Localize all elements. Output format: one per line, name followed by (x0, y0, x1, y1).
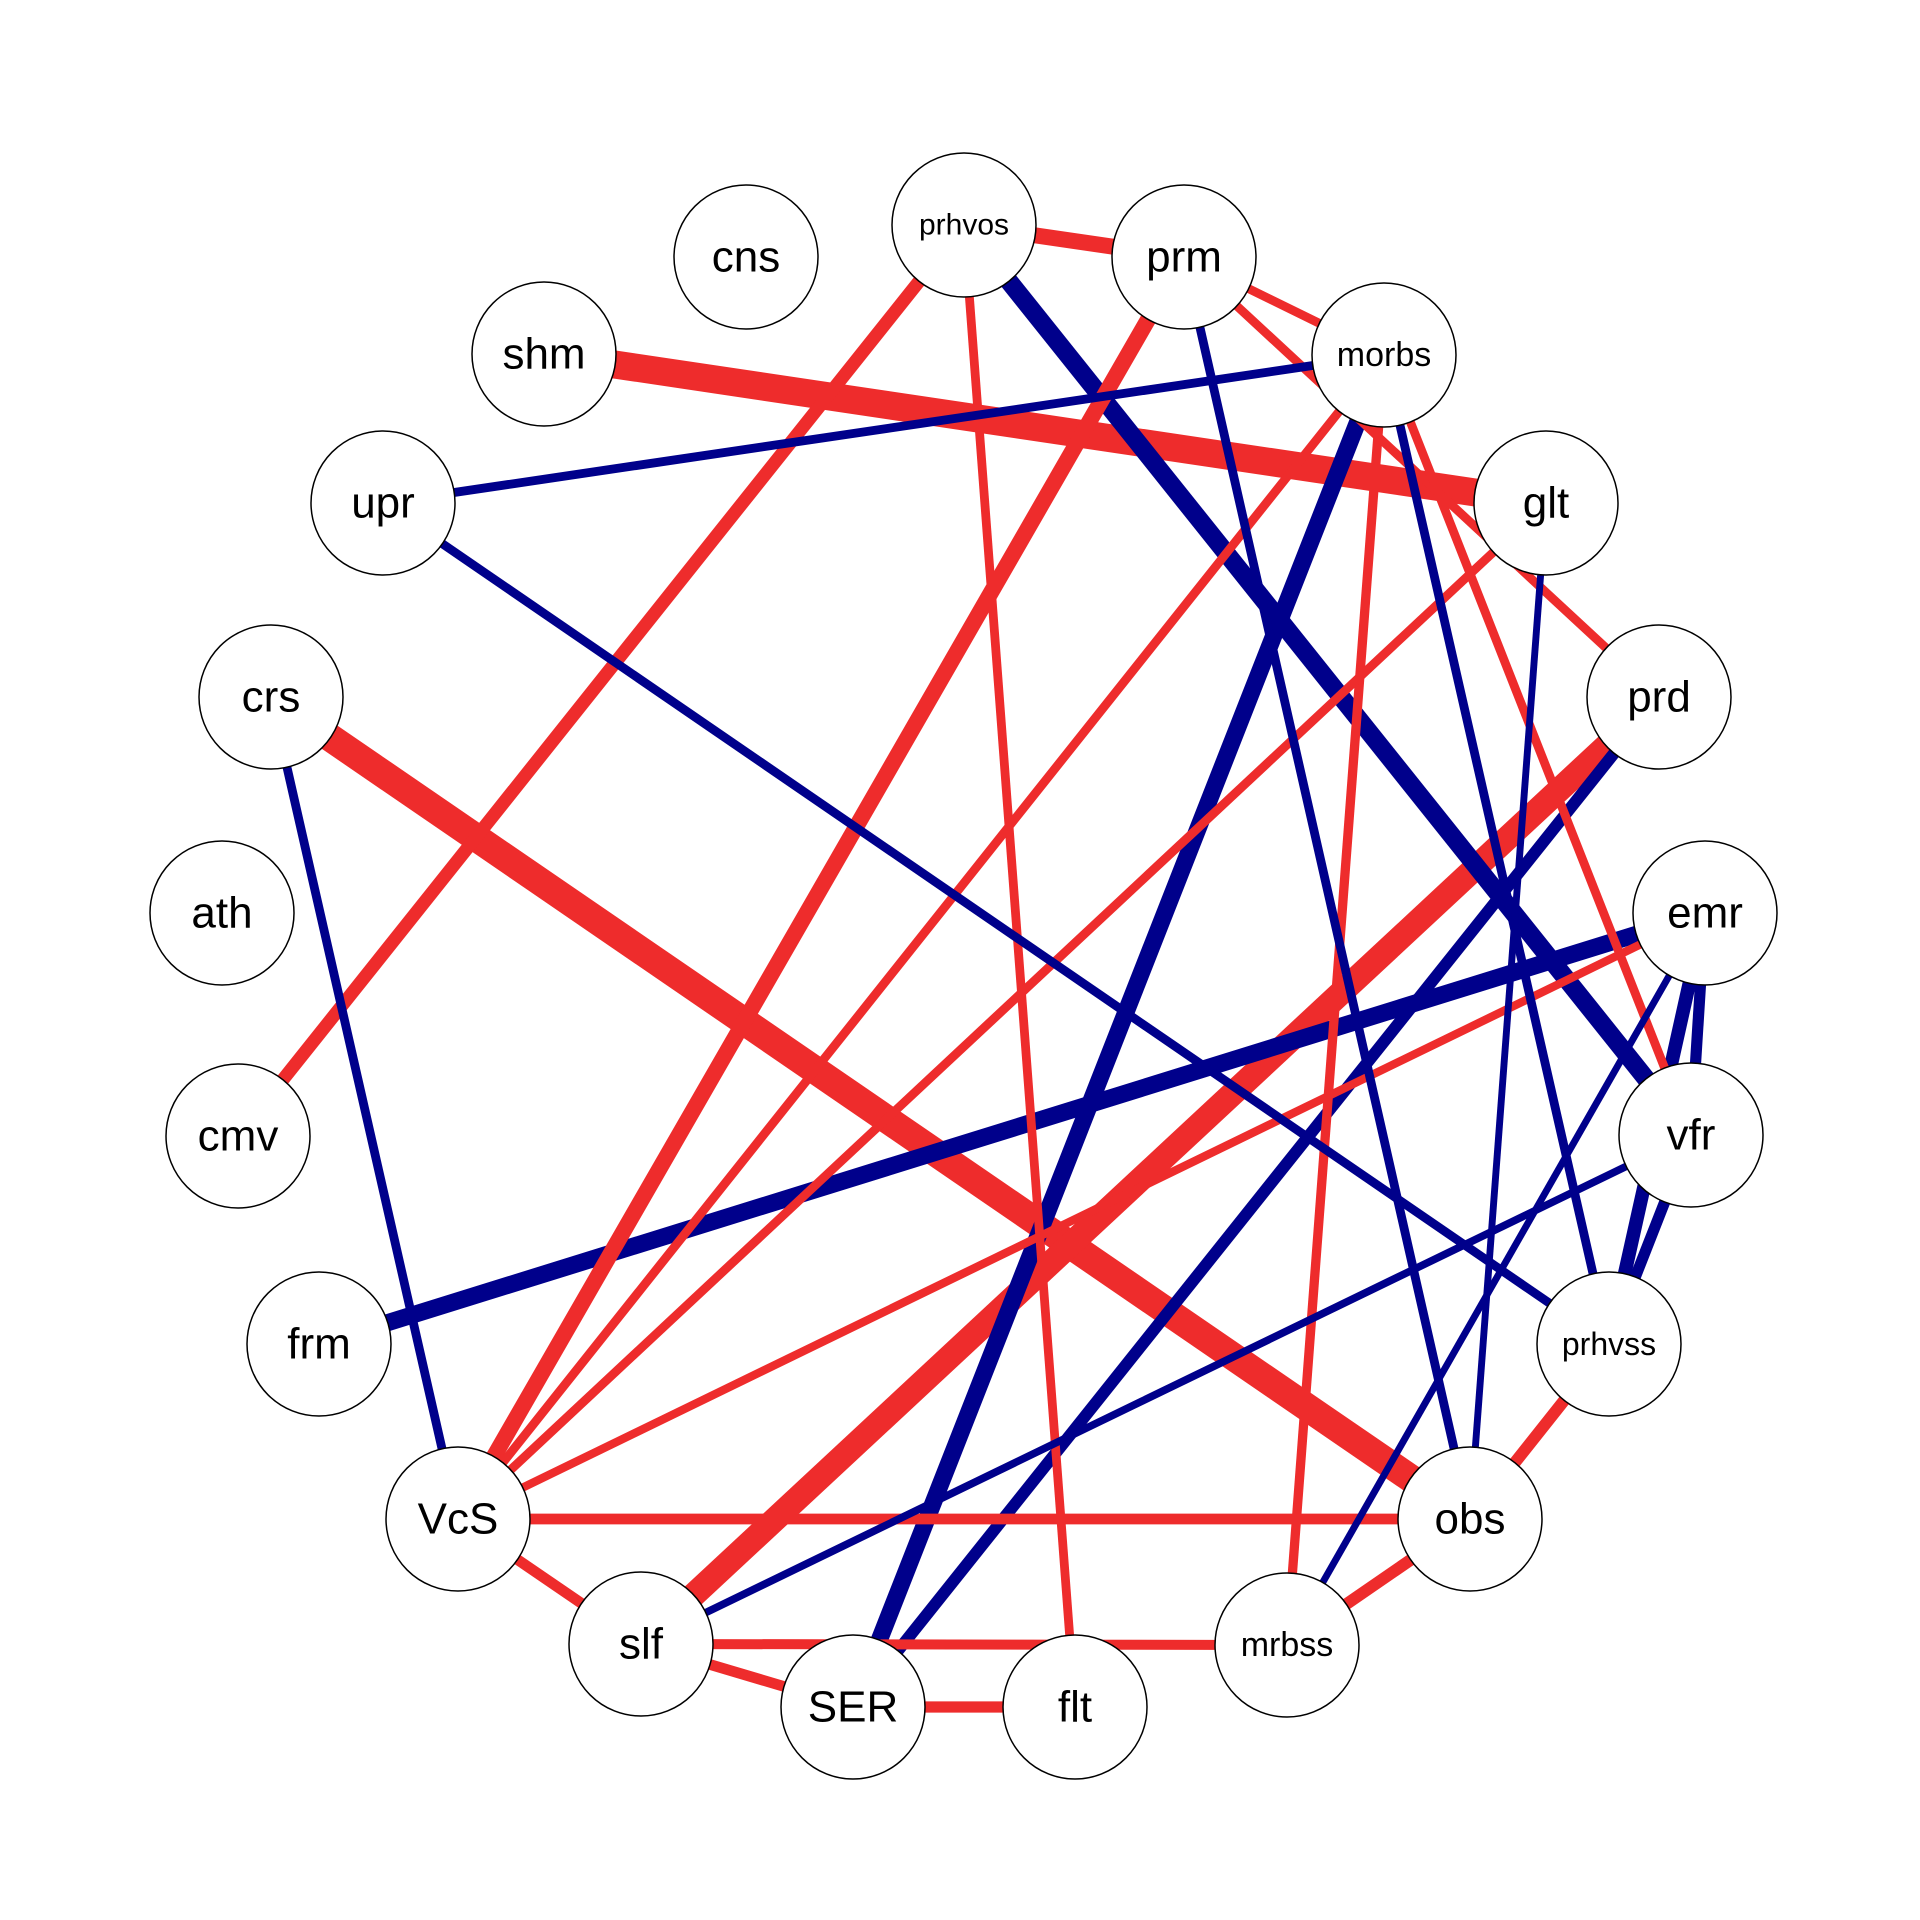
edge-emr-mrbss (1284, 911, 1708, 1647)
edge-crs-VcS (266, 696, 463, 1520)
node-prhvss: prhvss (1536, 1271, 1682, 1417)
node-circle-glt (1473, 430, 1619, 576)
node-obs: obs (1397, 1446, 1543, 1592)
node-label-upr: upr (351, 479, 415, 528)
node-circle-prd (1586, 624, 1732, 770)
node-label-frm: frm (287, 1320, 351, 1369)
node-slf: slf (568, 1571, 714, 1717)
node-circle-upr (310, 430, 456, 576)
node-label-VcS: VcS (418, 1495, 499, 1544)
node-vfr: vfr (1618, 1062, 1764, 1208)
edge-emr-frm (316, 904, 1708, 1353)
node-label-emr: emr (1667, 889, 1743, 938)
node-circle-flt (1002, 1634, 1148, 1780)
edge-morbs-mrbss (1282, 354, 1389, 1646)
edge-prm-prd (1181, 253, 1662, 701)
node-circle-prhvss (1536, 1271, 1682, 1417)
node-frm: frm (246, 1271, 392, 1417)
edge-upr-prhvss (380, 499, 1612, 1348)
node-prd: prd (1586, 624, 1732, 770)
edge-prm-VcS (451, 253, 1191, 1523)
edge-vfr-slf (639, 1131, 1693, 1648)
edge-prm-obs (1179, 256, 1475, 1520)
node-circle-shm (471, 281, 617, 427)
node-circle-vfr (1618, 1062, 1764, 1208)
node-flt: flt (1002, 1634, 1148, 1780)
node-circle-ath (149, 840, 295, 986)
node-circle-cmv (165, 1063, 311, 1209)
node-label-cns: cns (712, 233, 780, 282)
edge-prhvos-flt (959, 224, 1080, 1708)
node-label-mrbss: mrbss (1241, 1626, 1334, 1664)
node-morbs: morbs (1311, 282, 1457, 428)
node-circle-VcS (385, 1446, 531, 1592)
node-circle-prm (1111, 184, 1257, 330)
node-mrbss: mrbss (1214, 1572, 1360, 1718)
node-label-prhvos: prhvos (919, 209, 1009, 242)
node-label-prd: prd (1627, 673, 1691, 722)
node-label-shm: shm (502, 330, 585, 379)
edge-prd-slf (632, 688, 1668, 1653)
edge-morbs-vfr (1379, 353, 1696, 1137)
node-circle-morbs (1311, 282, 1457, 428)
node-prm: prm (1111, 184, 1257, 330)
edge-prhvos-vfr (956, 219, 1699, 1141)
node-label-obs: obs (1435, 1495, 1506, 1544)
edge-slf-mrbss (640, 1639, 1288, 1650)
node-label-vfr: vfr (1667, 1111, 1716, 1160)
nodes-layer: cns prhvos prm morbs glt prd emr vfr prhvss obs mr… (149, 152, 1778, 1780)
node-label-flt: flt (1058, 1683, 1092, 1732)
node-label-ath: ath (191, 889, 252, 938)
node-glt: glt (1473, 430, 1619, 576)
node-circle-emr (1632, 840, 1778, 986)
node-circle-mrbss (1214, 1572, 1360, 1718)
node-circle-frm (246, 1271, 392, 1417)
edge-upr-morbs (382, 350, 1385, 508)
node-label-cmv: cmv (198, 1112, 279, 1161)
node-circle-prhvos (891, 152, 1037, 298)
node-circle-cns (673, 184, 819, 330)
node-label-morbs: morbs (1337, 336, 1431, 374)
node-circle-crs (198, 624, 344, 770)
node-label-SER: SER (808, 1683, 898, 1732)
node-label-slf: slf (619, 1620, 664, 1669)
node-circle-SER (780, 1634, 926, 1780)
node-emr: emr (1632, 840, 1778, 986)
edge-prd-SER (848, 693, 1664, 1711)
node-label-crs: crs (242, 673, 301, 722)
node-upr: upr (310, 430, 456, 576)
node-VcS: VcS (385, 1446, 531, 1592)
edge-emr-VcS (456, 909, 1707, 1523)
edge-morbs-SER (844, 351, 1393, 1711)
node-crs: crs (198, 624, 344, 770)
node-prhvos: prhvos (891, 152, 1037, 298)
node-ath: ath (149, 840, 295, 986)
node-circle-obs (1397, 1446, 1543, 1592)
edge-morbs-VcS (454, 352, 1388, 1522)
node-label-prm: prm (1146, 233, 1222, 282)
node-label-prhvss: prhvss (1562, 1326, 1656, 1362)
node-circle-slf (568, 1571, 714, 1717)
node-shm: shm (471, 281, 617, 427)
node-cmv: cmv (165, 1063, 311, 1209)
edge-glt-obs (1466, 502, 1550, 1520)
edge-morbs-prhvss (1379, 354, 1614, 1345)
edge-crs-obs (263, 685, 1478, 1531)
edge-glt-VcS (454, 499, 1550, 1523)
node-cns: cns (673, 184, 819, 330)
edge-prhvos-cmv (232, 220, 970, 1141)
node-SER: SER (780, 1634, 926, 1780)
node-label-glt: glt (1523, 479, 1569, 528)
